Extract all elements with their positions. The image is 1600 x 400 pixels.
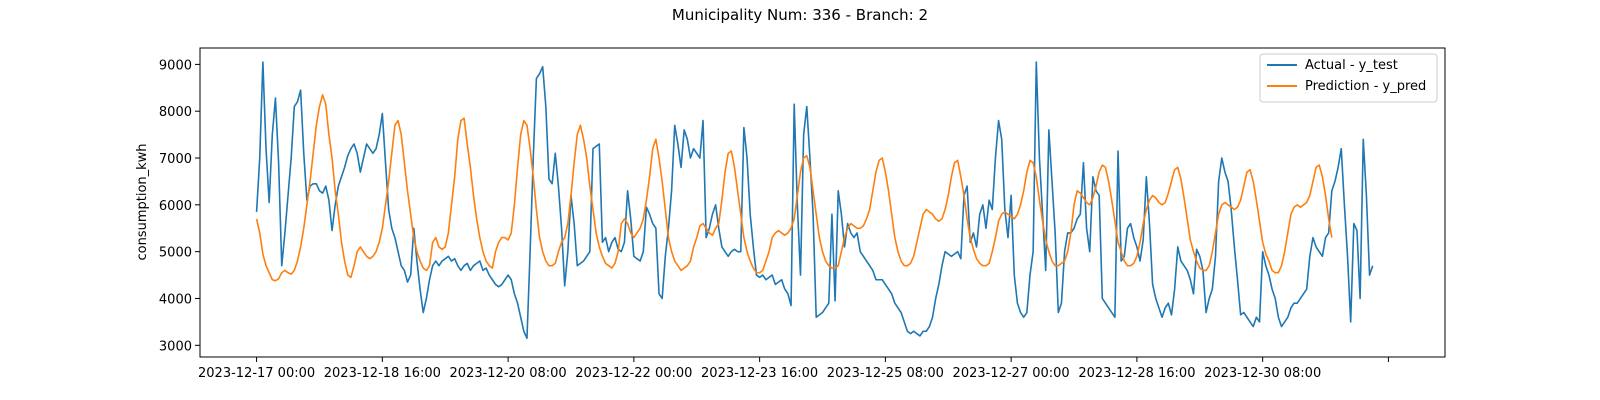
- x-axis: 2023-12-17 00:00 2023-12-18 16:00 2023-12-…: [198, 357, 1389, 381]
- x-tick-label: 2023-12-28 16:00: [1078, 366, 1195, 381]
- y-axis: 3000 4000 5000 6000 7000 8000 9000: [159, 58, 200, 354]
- x-tick-label: 2023-12-20 08:00: [450, 366, 567, 381]
- series-line-1: [255, 94, 1333, 282]
- legend-label-0: Actual - y_test: [1305, 58, 1398, 73]
- x-tick-label: 2023-12-22 00:00: [575, 366, 692, 381]
- y-tick-label: 4000: [159, 292, 192, 307]
- y-tick-label: 8000: [159, 105, 192, 120]
- y-tick-label: 7000: [159, 152, 192, 167]
- chart-title: Municipality Num: 336 - Branch: 2: [671, 6, 929, 24]
- x-tick-label: 2023-12-25 08:00: [827, 366, 944, 381]
- series-layer: [255, 61, 1374, 340]
- legend-label-1: Prediction - y_pred: [1305, 79, 1426, 94]
- series-line-0: [255, 61, 1374, 340]
- x-tick-label: 2023-12-27 00:00: [953, 366, 1070, 381]
- y-tick-label: 9000: [159, 58, 192, 73]
- x-tick-label: 2023-12-23 16:00: [701, 366, 818, 381]
- x-tick-label: 2023-12-17 00:00: [198, 366, 315, 381]
- y-tick-label: 3000: [159, 339, 192, 354]
- plot-area: [199, 47, 1446, 358]
- x-tick-label: 2023-12-18 16:00: [324, 366, 441, 381]
- y-tick-label: 5000: [159, 246, 192, 261]
- x-tick-label: 2023-12-30 08:00: [1204, 366, 1321, 381]
- legend-box: [1259, 53, 1438, 103]
- legend: Actual - y_test Prediction - y_pred: [1259, 53, 1438, 103]
- y-axis-label: consumption_kwh: [135, 143, 150, 260]
- y-tick-label: 6000: [159, 199, 192, 214]
